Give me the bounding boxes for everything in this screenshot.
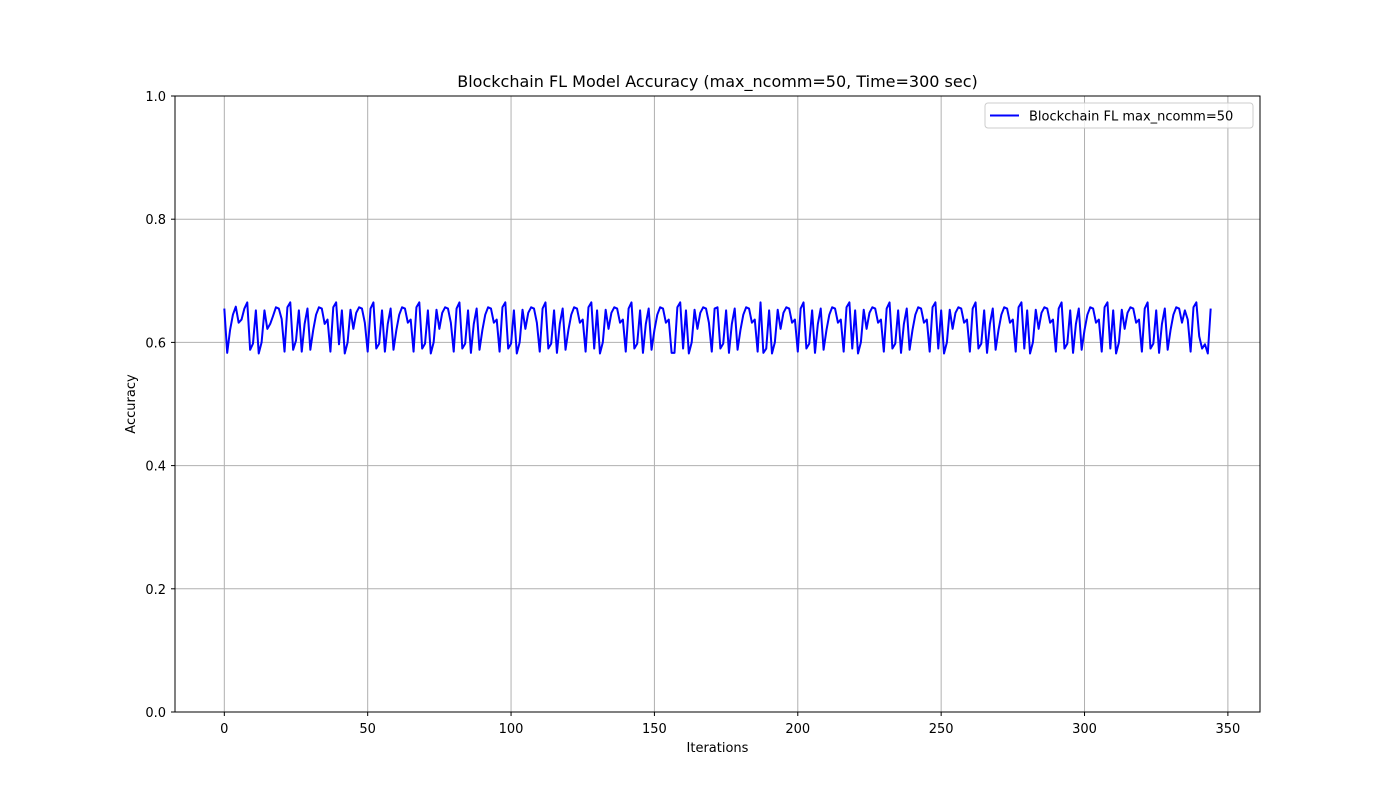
x-tick-label: 200	[785, 722, 810, 737]
x-tick-label: 300	[1072, 722, 1097, 737]
legend: Blockchain FL max_ncomm=50	[984, 102, 1254, 129]
y-tick-label: 1.0	[145, 90, 166, 105]
x-tick-label: 150	[642, 722, 667, 737]
x-tick-label: 100	[499, 722, 524, 737]
chart-title: Blockchain FL Model Accuracy (max_ncomm=…	[457, 72, 978, 92]
y-tick-label: 0.4	[145, 460, 166, 475]
legend-box	[984, 102, 1254, 129]
x-tick-label: 50	[359, 722, 376, 737]
y-tick-label: 0.6	[145, 336, 166, 351]
y-axis-label: Accuracy	[124, 374, 139, 434]
series-layer	[223, 301, 1212, 355]
y-tick-label: 0.0	[145, 706, 166, 721]
x-tick-label: 250	[929, 722, 954, 737]
x-axis-label: Iterations	[687, 741, 749, 756]
x-tick-label: 0	[220, 722, 228, 737]
x-tick-label: 350	[1215, 722, 1240, 737]
y-tick-label: 0.2	[145, 583, 166, 598]
series-line	[223, 301, 1212, 355]
ticks: 0 50 100 150 200 250 300 350 0.0 0.2 0.4 0.6 0.8 1.0	[145, 90, 1240, 737]
y-tick-label: 0.8	[145, 213, 166, 228]
plot-frame	[174, 95, 1261, 713]
legend-label: Blockchain FL max_ncomm=50	[1029, 110, 1233, 125]
